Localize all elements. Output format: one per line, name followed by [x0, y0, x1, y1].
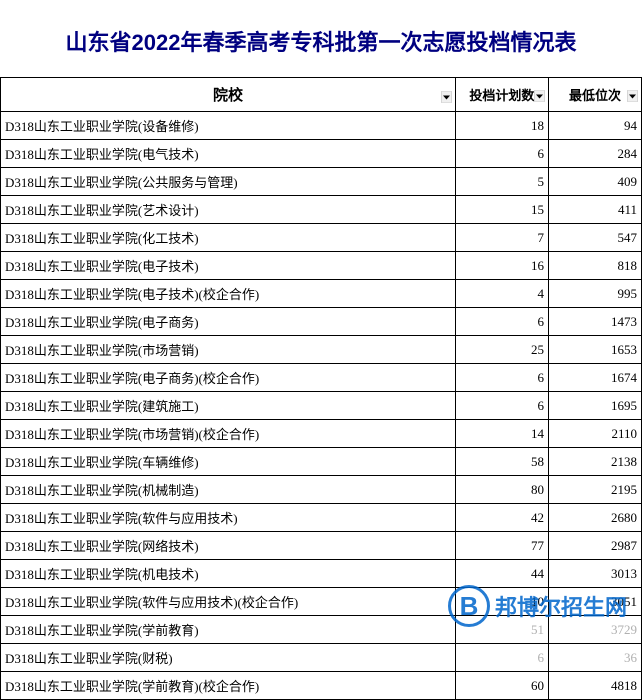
rank-cell: 36 — [548, 644, 641, 672]
table-row: D318山东工业职业学院(机械制造)802195 — [1, 476, 642, 504]
table-row: D318山东工业职业学院(化工技术)7547 — [1, 224, 642, 252]
table-row: D318山东工业职业学院(软件与应用技术)422680 — [1, 504, 642, 532]
table-row: D318山东工业职业学院(车辆维修)582138 — [1, 448, 642, 476]
rank-cell: 995 — [548, 280, 641, 308]
table-row: D318山东工业职业学院(电气技术)6284 — [1, 140, 642, 168]
school-cell: D318山东工业职业学院(化工技术) — [1, 224, 456, 252]
rank-cell: 2987 — [548, 532, 641, 560]
school-cell: D318山东工业职业学院(车辆维修) — [1, 448, 456, 476]
plan-cell: 6 — [455, 644, 548, 672]
school-cell: D318山东工业职业学院(设备维修) — [1, 112, 456, 140]
header-school-label: 院校 — [213, 87, 243, 104]
plan-cell: 5 — [455, 168, 548, 196]
plan-cell: 18 — [455, 112, 548, 140]
school-cell: D318山东工业职业学院(软件与应用技术)(校企合作) — [1, 588, 456, 616]
plan-cell: 77 — [455, 532, 548, 560]
rank-cell: 2110 — [548, 420, 641, 448]
plan-cell: 6 — [455, 364, 548, 392]
plan-cell: 6 — [455, 308, 548, 336]
header-rank[interactable]: 最低位次 — [548, 78, 641, 112]
table-row: D318山东工业职业学院(学前教育)(校企合作)604818 — [1, 672, 642, 700]
rank-cell: 409 — [548, 168, 641, 196]
table-row: D318山东工业职业学院(市场营销)(校企合作)142110 — [1, 420, 642, 448]
school-cell: D318山东工业职业学院(市场营销)(校企合作) — [1, 420, 456, 448]
table-row: D318山东工业职业学院(艺术设计)15411 — [1, 196, 642, 224]
table-row: D318山东工业职业学院(公共服务与管理)5409 — [1, 168, 642, 196]
school-cell: D318山东工业职业学院(市场营销) — [1, 336, 456, 364]
table-row: D318山东工业职业学院(网络技术)772987 — [1, 532, 642, 560]
rank-cell: 1473 — [548, 308, 641, 336]
rank-cell: 1695 — [548, 392, 641, 420]
school-cell: D318山东工业职业学院(电子商务)(校企合作) — [1, 364, 456, 392]
rank-cell: 4818 — [548, 672, 641, 700]
filter-icon[interactable] — [627, 89, 638, 100]
school-cell: D318山东工业职业学院(学前教育)(校企合作) — [1, 672, 456, 700]
header-rank-label: 最低位次 — [569, 88, 621, 103]
header-school[interactable]: 院校 — [1, 78, 456, 112]
plan-cell: 42 — [455, 504, 548, 532]
header-plan[interactable]: 投档计划数 — [455, 78, 548, 112]
rank-cell: 2195 — [548, 476, 641, 504]
watermark: B 邦博尔招生网 — [448, 585, 627, 627]
table-row: D318山东工业职业学院(电子技术)16818 — [1, 252, 642, 280]
table-row: D318山东工业职业学院(财税)636 — [1, 644, 642, 672]
rank-cell: 2138 — [548, 448, 641, 476]
school-cell: D318山东工业职业学院(机电技术) — [1, 560, 456, 588]
school-cell: D318山东工业职业学院(电子商务) — [1, 308, 456, 336]
table-row: D318山东工业职业学院(市场营销)251653 — [1, 336, 642, 364]
plan-cell: 16 — [455, 252, 548, 280]
plan-cell: 14 — [455, 420, 548, 448]
table-row: D318山东工业职业学院(电子技术)(校企合作)4995 — [1, 280, 642, 308]
rank-cell: 94 — [548, 112, 641, 140]
filter-icon[interactable] — [534, 89, 545, 100]
table-row: D318山东工业职业学院(电子商务)(校企合作)61674 — [1, 364, 642, 392]
watermark-text: 邦博尔招生网 — [495, 590, 627, 622]
table-row: D318山东工业职业学院(机电技术)443013 — [1, 560, 642, 588]
school-cell: D318山东工业职业学院(电子技术) — [1, 252, 456, 280]
school-cell: D318山东工业职业学院(电子技术)(校企合作) — [1, 280, 456, 308]
plan-cell: 15 — [455, 196, 548, 224]
school-cell: D318山东工业职业学院(财税) — [1, 644, 456, 672]
plan-cell: 6 — [455, 392, 548, 420]
school-cell: D318山东工业职业学院(公共服务与管理) — [1, 168, 456, 196]
rank-cell: 547 — [548, 224, 641, 252]
rank-cell: 1674 — [548, 364, 641, 392]
table-row: D318山东工业职业学院(建筑施工)61695 — [1, 392, 642, 420]
table-row: D318山东工业职业学院(电子商务)61473 — [1, 308, 642, 336]
plan-cell: 60 — [455, 672, 548, 700]
plan-cell: 58 — [455, 448, 548, 476]
rank-cell: 3013 — [548, 560, 641, 588]
watermark-logo: B — [448, 585, 490, 627]
school-cell: D318山东工业职业学院(电气技术) — [1, 140, 456, 168]
plan-cell: 4 — [455, 280, 548, 308]
plan-cell: 80 — [455, 476, 548, 504]
school-cell: D318山东工业职业学院(学前教育) — [1, 616, 456, 644]
plan-cell: 6 — [455, 140, 548, 168]
rank-cell: 2680 — [548, 504, 641, 532]
table-header-row: 院校 投档计划数 最低位次 — [1, 78, 642, 112]
school-cell: D318山东工业职业学院(网络技术) — [1, 532, 456, 560]
school-cell: D318山东工业职业学院(机械制造) — [1, 476, 456, 504]
plan-cell: 44 — [455, 560, 548, 588]
rank-cell: 411 — [548, 196, 641, 224]
school-cell: D318山东工业职业学院(建筑施工) — [1, 392, 456, 420]
filter-icon[interactable] — [441, 89, 452, 100]
school-cell: D318山东工业职业学院(艺术设计) — [1, 196, 456, 224]
table-row: D318山东工业职业学院(设备维修)1894 — [1, 112, 642, 140]
rank-cell: 1653 — [548, 336, 641, 364]
page-title: 山东省2022年春季高考专科批第一次志愿投档情况表 — [0, 0, 642, 77]
header-plan-label: 投档计划数 — [469, 88, 534, 103]
plan-cell: 25 — [455, 336, 548, 364]
plan-cell: 7 — [455, 224, 548, 252]
school-cell: D318山东工业职业学院(软件与应用技术) — [1, 504, 456, 532]
rank-cell: 818 — [548, 252, 641, 280]
rank-cell: 284 — [548, 140, 641, 168]
